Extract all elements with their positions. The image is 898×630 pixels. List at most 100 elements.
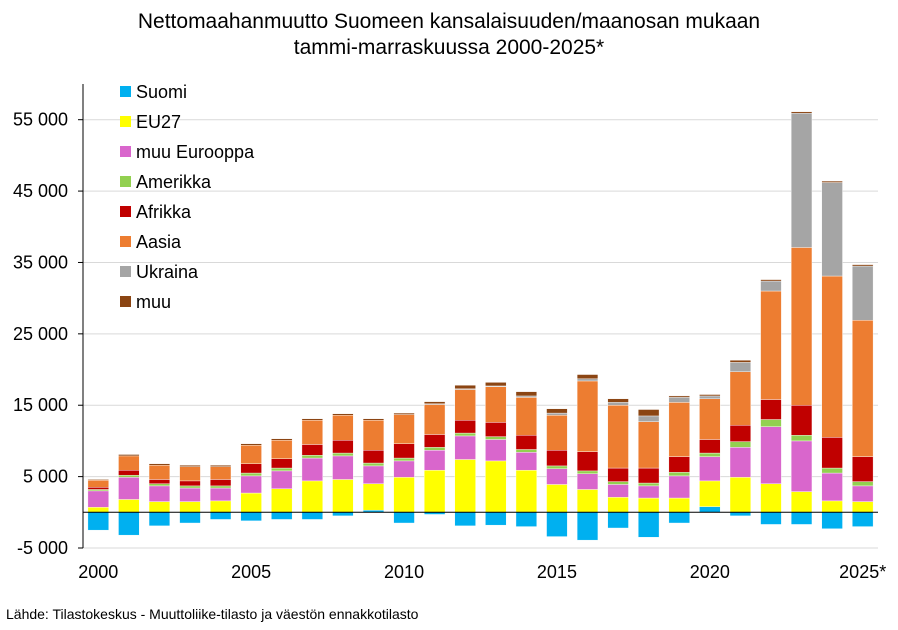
source-note: Lähde: Tilastokeskus - Muuttoliike-tilas… xyxy=(6,606,419,622)
bar-muu-2011 xyxy=(424,401,446,405)
bar-muu-eurooppa-2024 xyxy=(821,472,843,502)
bar-aasia-2020 xyxy=(699,398,721,440)
bar-afrikka-2017 xyxy=(607,467,629,482)
bar-amerikka-2010 xyxy=(393,457,415,462)
x-tick-label: 2020 xyxy=(690,562,730,582)
bar-aasia-2025 xyxy=(852,320,874,457)
bar-eu27-2000 xyxy=(87,507,109,513)
bar-afrikka-2019 xyxy=(668,456,690,473)
bar-amerikka-2013 xyxy=(485,436,507,440)
bar-muu-eurooppa-2019 xyxy=(668,475,690,499)
bar-eu27-2024 xyxy=(821,500,843,513)
bar-afrikka-2025 xyxy=(852,456,874,482)
bar-eu27-2005 xyxy=(240,492,262,513)
bar-eu27-2025 xyxy=(852,501,874,513)
bar-suomi-2010 xyxy=(393,512,415,524)
bar-aasia-2001 xyxy=(118,455,140,471)
legend-swatch xyxy=(120,86,131,97)
bar-amerikka-2014 xyxy=(515,449,537,453)
bar-muu-eurooppa-2016 xyxy=(576,473,599,490)
bar-muu-2003 xyxy=(179,464,201,467)
bar-afrikka-2005 xyxy=(240,463,262,474)
bar-eu27-2004 xyxy=(209,500,232,513)
bar-aasia-2014 xyxy=(515,397,537,436)
bar-ukraina-2020 xyxy=(699,395,721,400)
bar-aasia-2012 xyxy=(454,389,476,421)
legend-item-muu: muu xyxy=(120,292,171,312)
bar-afrikka-2003 xyxy=(179,480,201,487)
bar-muu-2019 xyxy=(668,395,690,398)
bar-eu27-2008 xyxy=(332,479,354,513)
bar-amerikka-2022 xyxy=(760,419,782,427)
bar-amerikka-2024 xyxy=(821,467,843,474)
bar-suomi-2019 xyxy=(668,512,690,524)
legend-label: Ukraina xyxy=(136,262,199,282)
bar-muu-2022 xyxy=(760,279,782,282)
bar-aasia-2019 xyxy=(668,402,690,457)
bar-suomi-2023 xyxy=(790,512,813,525)
bar-eu27-2019 xyxy=(668,497,690,513)
bar-muu-2014 xyxy=(515,391,537,397)
bar-amerikka-2006 xyxy=(271,467,293,472)
bar-eu27-2018 xyxy=(638,497,660,513)
bar-afrikka-2013 xyxy=(485,422,507,437)
bar-ukraina-2018 xyxy=(638,415,660,422)
chart-title: Nettomaahanmuutto Suomeen kansalaisuuden… xyxy=(138,10,760,59)
bar-muu-2020 xyxy=(699,394,721,397)
bar-suomi-2004 xyxy=(209,512,232,520)
legend-item-afrikka: Afrikka xyxy=(120,202,192,222)
bar-afrikka-2001 xyxy=(118,469,140,476)
bar-muu-2004 xyxy=(209,464,232,467)
bar-afrikka-2011 xyxy=(424,434,446,448)
bar-aasia-2018 xyxy=(638,421,660,469)
bar-ukraina-2024 xyxy=(821,182,843,277)
bar-muu-2017 xyxy=(607,398,629,403)
legend-item-eu27: EU27 xyxy=(120,112,181,132)
bar-suomi-2003 xyxy=(179,512,201,524)
bar-eu27-2021 xyxy=(729,477,751,513)
bar-muu-eurooppa-2005 xyxy=(240,475,262,494)
bar-afrikka-2018 xyxy=(638,467,660,484)
bar-aasia-2011 xyxy=(424,404,446,435)
bar-amerikka-2004 xyxy=(209,485,232,489)
bar-afrikka-2009 xyxy=(362,450,385,464)
bar-afrikka-2015 xyxy=(546,450,568,467)
bar-muu-eurooppa-2010 xyxy=(393,460,415,478)
bar-suomi-2017 xyxy=(607,512,629,529)
bar-muu-2000 xyxy=(87,479,109,481)
y-tick-label: -5 000 xyxy=(17,538,68,558)
x-tick-label: 2000 xyxy=(78,562,118,582)
bar-afrikka-2022 xyxy=(760,399,782,420)
bar-muu-2015 xyxy=(546,408,568,414)
bar-muu-eurooppa-2018 xyxy=(638,485,660,499)
bar-eu27-2002 xyxy=(148,501,171,513)
bar-amerikka-2003 xyxy=(179,485,201,489)
bar-aasia-2000 xyxy=(87,479,109,488)
bar-muu-eurooppa-2009 xyxy=(362,465,385,484)
bar-amerikka-2015 xyxy=(546,465,568,469)
bar-suomi-2015 xyxy=(546,512,568,537)
bar-aasia-2005 xyxy=(240,445,262,464)
bar-amerikka-2012 xyxy=(454,432,476,437)
bar-eu27-2013 xyxy=(485,460,507,513)
bar-amerikka-2000 xyxy=(87,489,109,492)
y-tick-label: 55 000 xyxy=(13,110,68,130)
bar-suomi-2013 xyxy=(485,512,507,526)
bar-aasia-2007 xyxy=(301,420,323,445)
y-tick-label: 35 000 xyxy=(13,252,68,272)
bar-amerikka-2016 xyxy=(576,470,599,474)
legend-label: Afrikka xyxy=(136,202,192,222)
bar-eu27-2001 xyxy=(118,499,140,513)
bar-aasia-2015 xyxy=(546,415,568,451)
bar-suomi-2014 xyxy=(515,512,537,527)
legend-label: Suomi xyxy=(136,82,187,102)
bar-aasia-2002 xyxy=(148,464,171,480)
bar-muu-2013 xyxy=(485,382,507,387)
bar-aasia-2010 xyxy=(393,414,415,444)
bar-eu27-2016 xyxy=(576,489,599,513)
bar-suomi-2024 xyxy=(821,512,843,529)
bar-eu27-2012 xyxy=(454,459,476,513)
bar-ukraina-2021 xyxy=(729,362,751,372)
bar-afrikka-2024 xyxy=(821,437,843,469)
